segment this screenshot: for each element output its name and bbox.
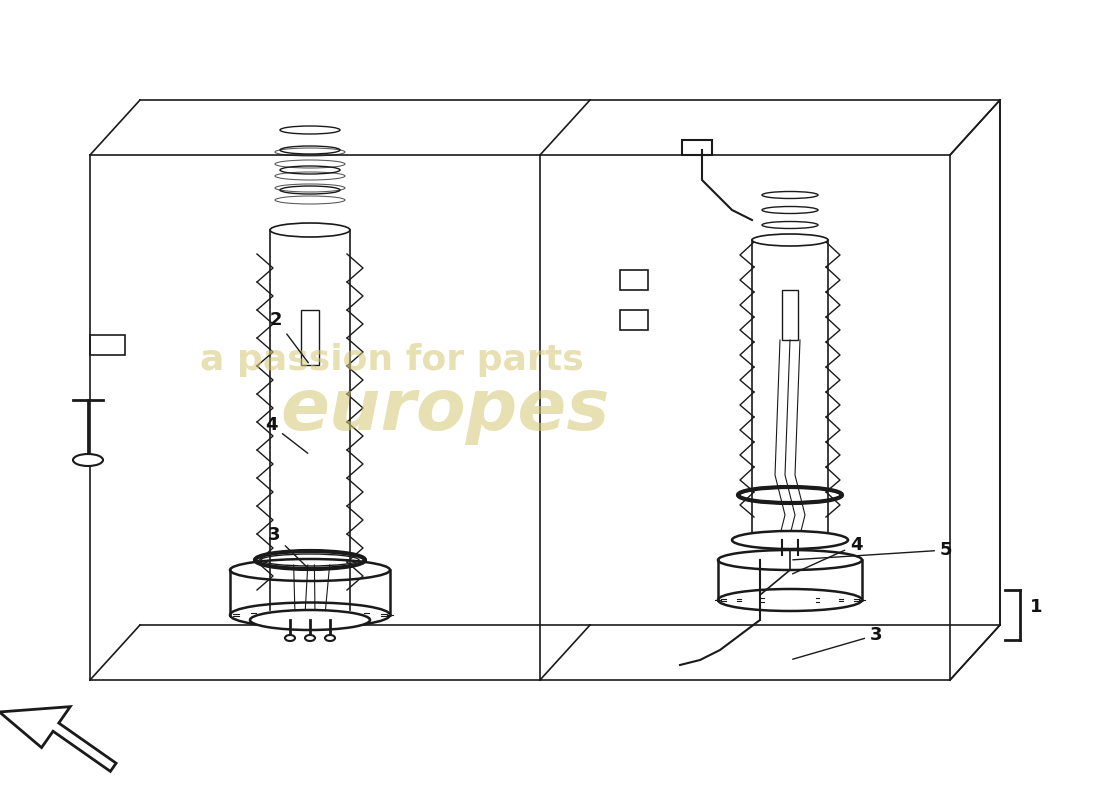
Bar [620, 310, 648, 330]
Ellipse shape [752, 234, 828, 246]
Text: 2: 2 [270, 311, 308, 362]
Ellipse shape [732, 531, 848, 549]
Ellipse shape [305, 635, 315, 641]
Bar [90, 335, 125, 355]
Bar [682, 140, 712, 155]
Text: 1: 1 [1030, 598, 1043, 616]
Text: europes: europes [280, 376, 609, 445]
Bar [620, 270, 648, 290]
Text: 4: 4 [792, 536, 862, 574]
Bar [301, 310, 319, 365]
Text: 5: 5 [793, 541, 953, 560]
Bar [782, 290, 797, 340]
Ellipse shape [285, 635, 295, 641]
Ellipse shape [270, 223, 350, 237]
Ellipse shape [250, 610, 370, 630]
Ellipse shape [324, 635, 336, 641]
Text: 3: 3 [268, 526, 308, 568]
Text: a passion for parts: a passion for parts [200, 343, 584, 377]
Polygon shape [0, 706, 117, 771]
Text: 3: 3 [793, 626, 882, 659]
Text: 4: 4 [265, 416, 308, 454]
Ellipse shape [73, 454, 103, 466]
